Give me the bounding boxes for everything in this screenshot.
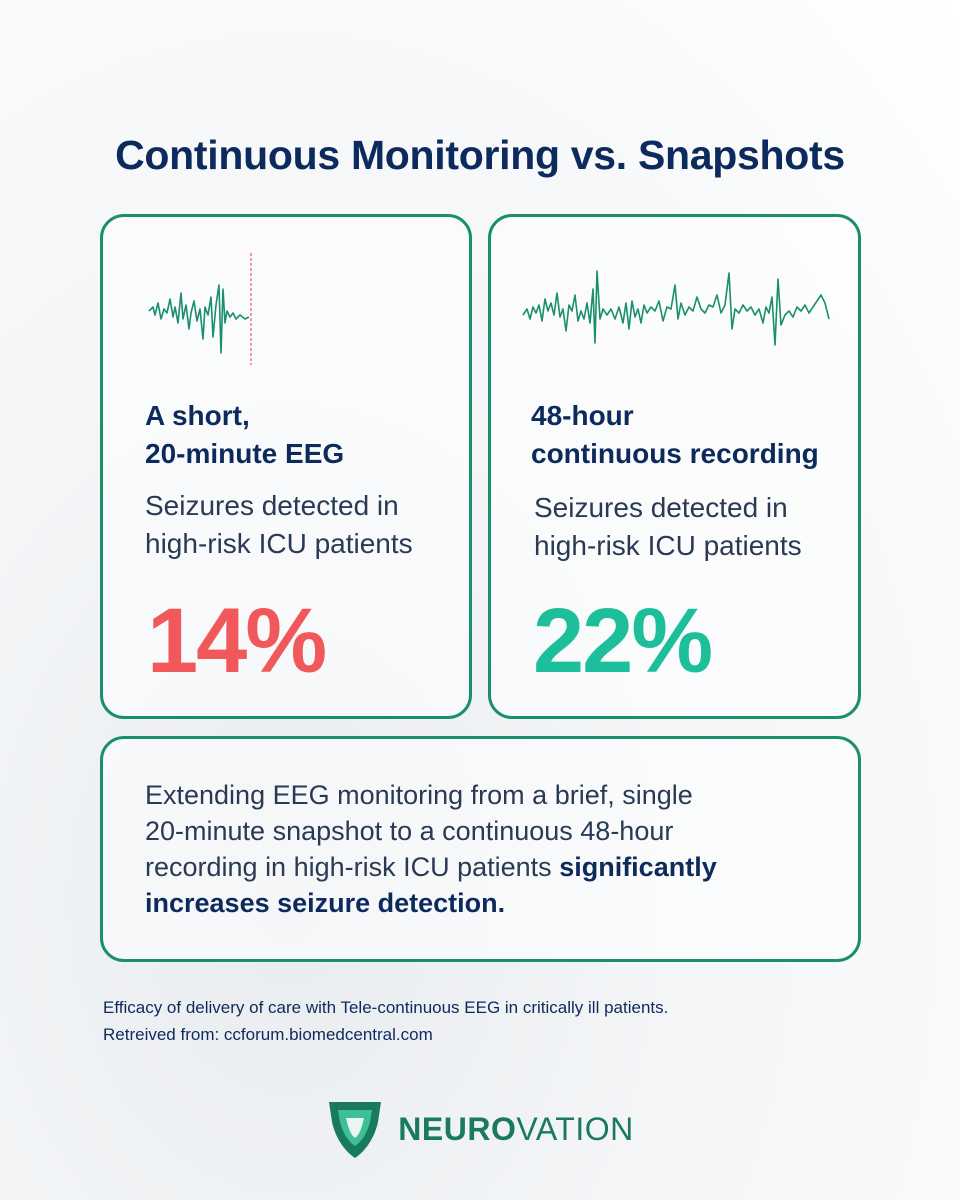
summary-emphasis: significantly [559, 852, 717, 882]
stat-value-short: 14% [147, 590, 327, 692]
brand-name: NEUROVATION [398, 1110, 634, 1147]
source-citation: Efficacy of delivery of care with Tele-c… [103, 998, 669, 1044]
card-continuous-recording: 48-hour continuous recording Seizures de… [488, 214, 861, 719]
summary-emphasis: increases seizure detection. [145, 888, 506, 918]
eeg-waveform-short [148, 253, 252, 365]
shield-logo-icon [329, 1102, 382, 1158]
eeg-waveform-continuous [522, 270, 830, 346]
stat-value-continuous: 22% [533, 590, 713, 692]
card-short-eeg: A short, 20-minute EEG Seizures detected… [100, 214, 472, 719]
card-description: Seizures detected in high-risk ICU patie… [145, 490, 413, 559]
page-title: Continuous Monitoring vs. Snapshots [115, 132, 845, 178]
card-heading: A short, 20-minute EEG [145, 400, 345, 469]
brand-logo: NEUROVATION [0, 1098, 960, 1160]
card-description: Seizures detected in high-risk ICU patie… [534, 492, 802, 561]
summary-card: Extending EEG monitoring from a brief, s… [100, 736, 861, 962]
card-heading: 48-hour continuous recording [531, 400, 819, 469]
summary-text: Extending EEG monitoring from a brief, s… [145, 780, 717, 918]
